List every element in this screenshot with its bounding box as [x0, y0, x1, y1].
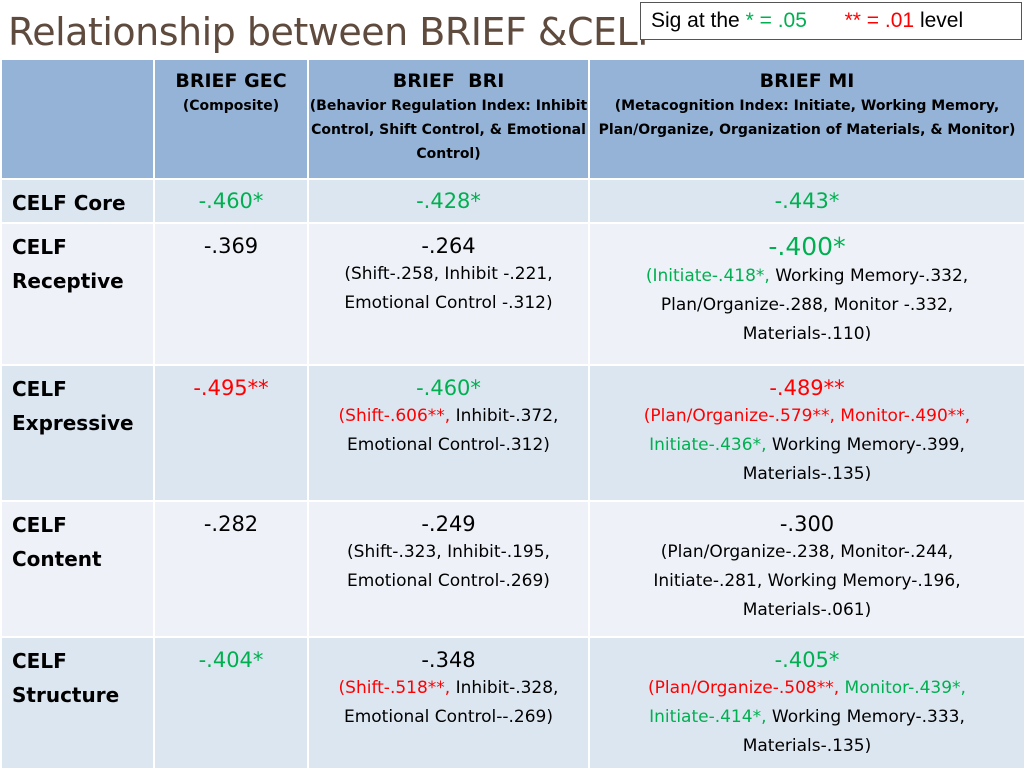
bri-detail-line: Emotional Control--.269) — [343, 707, 553, 727]
mi-detail-line: Initiate-.414*, Working Memory-.333, — [590, 703, 1024, 732]
bri-detail-line: (Shift-.606**, Inhibit-.372, — [309, 402, 588, 431]
mi-detail-line: Materials-.135) — [742, 736, 872, 756]
header-brief-bri: BRIEF BRI (Behavior Regulation Index: In… — [307, 58, 590, 180]
row-label: CELF Receptive — [0, 222, 155, 366]
mi-detail-sig: (Initiate-.418*, — [645, 266, 770, 286]
mi-detail-line: Plan/Organize-.288, Monitor -.332, — [660, 295, 954, 315]
mi-detail-sig: Initiate-.414*, — [649, 707, 767, 727]
row-label: CELF Expressive — [0, 364, 155, 502]
mi-cell: -.405* (Plan/Organize-.508**, Monitor-.4… — [588, 636, 1024, 770]
correlation-table: BRIEF GEC (Composite) BRIEF BRI (Behavio… — [0, 58, 1024, 770]
bri-detail-line: Emotional Control-.269) — [347, 571, 550, 591]
header-brief-mi: BRIEF MI (Metacognition Index: Initiate,… — [588, 58, 1024, 180]
mi-detail-rest: Working Memory-.399, — [766, 435, 965, 455]
header-subtitle: (Composite) — [182, 98, 280, 114]
mi-detail-line: Materials-.135) — [742, 464, 872, 484]
bri-cell: -.348 (Shift-.518**, Inhibit-.328, Emoti… — [307, 636, 590, 770]
mi-cell: -.443* — [588, 178, 1024, 224]
bri-detail-line: Emotional Control-.312) — [347, 435, 550, 455]
mi-detail-line: Materials-.061) — [742, 600, 872, 620]
mi-value: -.443* — [774, 189, 840, 213]
bri-detail-line: (Shift-.258, Inhibit -.221, — [344, 264, 553, 284]
bri-detail-sig: (Shift-.518**, — [338, 678, 451, 698]
gec-value: -.369 — [203, 234, 259, 258]
mi-detail-line: (Plan/Organize-.238, Monitor-.244, — [660, 542, 954, 562]
mi-detail-line: Materials-.110) — [742, 324, 872, 344]
bri-value: -.348 — [421, 648, 476, 672]
mi-detail-sig: Initiate-.436*, — [649, 435, 767, 455]
bri-value: -.460* — [416, 376, 481, 400]
header-title: BRIEF GEC — [175, 70, 287, 92]
row-label: CELF Content — [0, 500, 155, 638]
gec-cell: -.369 — [153, 222, 309, 366]
bri-cell: -.249 (Shift-.323, Inhibit-.195, Emotion… — [307, 500, 590, 638]
mi-detail-line: Initiate-.436*, Working Memory-.399, — [590, 431, 1024, 460]
legend-two-star: ** — [844, 9, 861, 32]
mi-detail-line: (Plan/Organize-.508**, Monitor-.439*, — [590, 674, 1024, 703]
legend-one-star-value: = .05 — [759, 9, 807, 32]
mi-cell: -.300 (Plan/Organize-.238, Monitor-.244,… — [588, 500, 1024, 638]
bri-detail-line: (Shift-.518**, Inhibit-.328, — [309, 674, 588, 703]
bri-detail-line: (Shift-.323, Inhibit-.195, — [347, 542, 550, 562]
bri-detail-sig: (Shift-.606**, — [338, 406, 451, 426]
header-title: BRIEF MI — [759, 70, 855, 92]
header-subtitle: (Behavior Regulation Index: Inhibit Cont… — [309, 98, 588, 162]
table-row: CELF Core -.460* -.428* -.443* — [0, 178, 1024, 224]
header-row: BRIEF GEC (Composite) BRIEF BRI (Behavio… — [0, 58, 1024, 180]
mi-value: -.405* — [774, 648, 840, 672]
bri-cell: -.460* (Shift-.606**, Inhibit-.372, Emot… — [307, 364, 590, 502]
bri-value: -.428* — [416, 189, 481, 213]
table-row: CELF Receptive -.369 -.264 (Shift-.258, … — [0, 222, 1024, 366]
bri-cell: -.264 (Shift-.258, Inhibit -.221, Emotio… — [307, 222, 590, 366]
bri-detail-line: Emotional Control -.312) — [344, 293, 553, 313]
mi-detail-line: (Initiate-.418*, Working Memory-.332, — [590, 262, 1024, 291]
mi-detail-sig: Monitor-.439*, — [839, 678, 966, 698]
gec-value: -.282 — [203, 512, 259, 536]
gec-cell: -.282 — [153, 500, 309, 638]
table-row: CELF Content -.282 -.249 (Shift-.323, In… — [0, 500, 1024, 638]
table-row: CELF Expressive -.495** -.460* (Shift-.6… — [0, 364, 1024, 502]
gec-value: -.404* — [198, 648, 264, 672]
mi-detail-rest: Working Memory-.333, — [766, 707, 965, 727]
slide-title: Relationship between BRIEF &CELF — [8, 10, 659, 54]
gec-cell: -.495** — [153, 364, 309, 502]
bri-value: -.249 — [421, 512, 476, 536]
gec-cell: -.404* — [153, 636, 309, 770]
bri-cell: -.428* — [307, 178, 590, 224]
gec-value: -.495** — [193, 376, 269, 400]
mi-cell: -.400* (Initiate-.418*, Working Memory-.… — [588, 222, 1024, 366]
gec-value: -.460* — [198, 189, 264, 213]
legend-suffix: level — [919, 9, 964, 32]
mi-value: -.300 — [779, 512, 835, 536]
bri-value: -.264 — [421, 234, 476, 258]
table-row: CELF Structure -.404* -.348 (Shift-.518*… — [0, 636, 1024, 770]
gec-cell: -.460* — [153, 178, 309, 224]
header-title: BRIEF BRI — [392, 70, 505, 92]
row-label: CELF Structure — [0, 636, 155, 770]
mi-detail-rest: Working Memory-.332, — [769, 266, 969, 286]
legend-prefix: Sig at the — [651, 9, 740, 32]
bri-detail-rest: Inhibit-.328, — [450, 678, 559, 698]
row-label: CELF Core — [0, 178, 155, 224]
mi-value: -.489** — [769, 376, 845, 400]
mi-detail-line: (Plan/Organize-.579**, Monitor-.490**, — [643, 406, 971, 426]
bri-detail-rest: Inhibit-.372, — [450, 406, 559, 426]
mi-detail-line: Initiate-.281, Working Memory-.196, — [653, 571, 961, 591]
mi-value: -.400* — [768, 232, 846, 261]
header-brief-gec: BRIEF GEC (Composite) — [153, 58, 309, 180]
legend-one-star: * — [745, 9, 754, 32]
mi-detail-sig: (Plan/Organize-.508**, — [648, 678, 840, 698]
legend-two-star-value: = .01 — [866, 9, 915, 32]
significance-legend: Sig at the * = .05 ** = .01 level — [640, 2, 1022, 40]
mi-cell: -.489** (Plan/Organize-.579**, Monitor-.… — [588, 364, 1024, 502]
header-subtitle: (Metacognition Index: Initiate, Working … — [598, 98, 1016, 138]
header-corner — [0, 58, 155, 180]
